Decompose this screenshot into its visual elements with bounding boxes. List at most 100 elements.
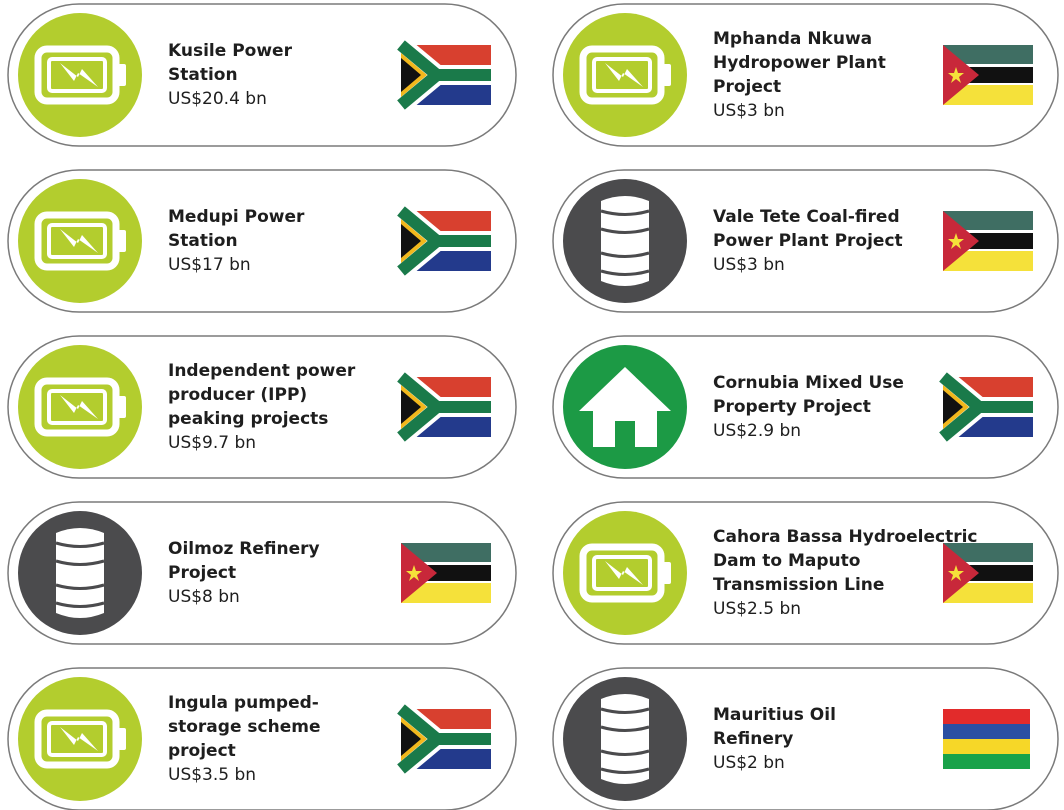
project-card: Mauritius Oil Refinery US$2 bn bbox=[552, 667, 1059, 810]
barrel-ridge bbox=[55, 601, 105, 608]
flag-green bbox=[397, 704, 491, 774]
barrel bbox=[56, 528, 104, 618]
project-name: project bbox=[168, 741, 236, 761]
project-name: storage scheme bbox=[168, 717, 320, 737]
battery-body bbox=[34, 377, 120, 437]
project-name: Cahora Bassa Hydroelectric bbox=[713, 527, 977, 547]
flag-yellow bbox=[943, 583, 1033, 603]
project-name: Ingula pumped- bbox=[168, 693, 319, 713]
project-name: Independent power bbox=[168, 361, 356, 381]
barrel-ridge bbox=[600, 707, 650, 714]
icon-circle bbox=[563, 511, 687, 635]
bolt bbox=[60, 727, 98, 751]
project-name: Refinery bbox=[713, 729, 793, 749]
flag-green bbox=[943, 543, 1033, 563]
bolt bbox=[60, 63, 98, 87]
battery-tip bbox=[118, 230, 126, 252]
flag-green bbox=[397, 206, 491, 276]
flag-yellow bbox=[401, 583, 491, 603]
barrel-ridge bbox=[600, 749, 650, 756]
project-name: Project bbox=[713, 77, 781, 97]
flag-yellow bbox=[943, 251, 1033, 271]
battery-body bbox=[34, 709, 120, 769]
battery-body bbox=[579, 543, 665, 603]
project-value: US$3 bn bbox=[713, 255, 785, 275]
card-outline bbox=[7, 3, 517, 147]
battery-body bbox=[34, 45, 120, 105]
project-value: US$20.4 bn bbox=[168, 89, 267, 109]
flag-green bbox=[939, 372, 1033, 442]
barrel-ridge bbox=[55, 559, 105, 566]
project-value: US$3.5 bn bbox=[168, 765, 256, 785]
barrel bbox=[601, 196, 649, 286]
barrel-ridge bbox=[600, 209, 650, 216]
project-name: Property Project bbox=[713, 397, 871, 417]
project-card: Ingula pumped-storage scheme project US$3.… bbox=[7, 667, 517, 810]
icon-circle bbox=[18, 345, 142, 469]
card-outline bbox=[552, 169, 1059, 313]
card-outline bbox=[552, 335, 1059, 479]
battery-inner bbox=[47, 223, 107, 259]
flag-star bbox=[948, 565, 964, 581]
project-name: Dam to Maputo bbox=[713, 551, 860, 571]
flag-green bbox=[397, 40, 491, 110]
project-card: Vale Tete Coal-fired Power Plant Project U… bbox=[552, 169, 1059, 313]
barrel bbox=[601, 694, 649, 784]
project-value: US$2.5 bn bbox=[713, 599, 801, 619]
battery-body bbox=[34, 211, 120, 271]
project-value: US$17 bn bbox=[168, 255, 251, 275]
flag-star bbox=[948, 233, 964, 249]
project-name: Station bbox=[168, 231, 238, 251]
project-name: Medupi Power bbox=[168, 207, 305, 227]
project-card: Oilmoz Refinery Project US$8 bn bbox=[7, 501, 517, 645]
project-name: Kusile Power bbox=[168, 41, 293, 61]
flag-stripe bbox=[943, 754, 1030, 769]
project-name: Cornubia Mixed Use bbox=[713, 373, 904, 393]
project-value: US$9.7 bn bbox=[168, 433, 256, 453]
project-name: producer (IPP) bbox=[168, 385, 307, 405]
project-value: US$3 bn bbox=[713, 101, 785, 121]
bolt bbox=[60, 229, 98, 253]
barrel-ridge bbox=[55, 583, 105, 590]
card-outline bbox=[552, 3, 1059, 147]
card-outline bbox=[7, 335, 517, 479]
project-value: US$2 bn bbox=[713, 753, 785, 773]
project-name: Mphanda Nkuwa bbox=[713, 29, 872, 49]
barrel-ridge bbox=[600, 269, 650, 276]
project-name: Hydropower Plant bbox=[713, 53, 886, 73]
barrel-ridge bbox=[600, 725, 650, 732]
barrel-ridge bbox=[600, 227, 650, 234]
battery-body bbox=[579, 45, 665, 105]
flag-black bbox=[401, 224, 421, 258]
project-name: Transmission Line bbox=[713, 575, 884, 595]
card-outline bbox=[552, 501, 1059, 645]
icon-circle bbox=[563, 13, 687, 137]
project-name: peaking projects bbox=[168, 409, 328, 429]
battery-tip bbox=[118, 64, 126, 86]
barrel-ridge bbox=[55, 541, 105, 548]
flag-stripe bbox=[943, 709, 1030, 724]
barrel-ridge bbox=[600, 767, 650, 774]
battery-tip bbox=[663, 64, 671, 86]
card-outline bbox=[552, 667, 1059, 810]
flag-stripe bbox=[943, 739, 1030, 754]
flag-green bbox=[397, 372, 491, 442]
battery-tip bbox=[663, 562, 671, 584]
project-value: US$2.9 bn bbox=[713, 421, 801, 441]
flag-star bbox=[406, 565, 422, 581]
icon-circle bbox=[18, 179, 142, 303]
flag-green bbox=[943, 45, 1033, 65]
project-name: Vale Tete Coal-fired bbox=[713, 207, 900, 227]
flag-black bbox=[401, 390, 421, 424]
project-name: Station bbox=[168, 65, 238, 85]
flag-black bbox=[943, 390, 963, 424]
project-card: Independent power producer (IPP) peaking p… bbox=[7, 335, 517, 479]
flag-star bbox=[948, 67, 964, 83]
project-card: Mphanda Nkuwa Hydropower Plant Project US$3… bbox=[552, 3, 1059, 147]
battery-tip bbox=[118, 728, 126, 750]
project-name: Mauritius Oil bbox=[713, 705, 836, 725]
battery-inner bbox=[592, 57, 652, 93]
barrel-ridge bbox=[600, 251, 650, 258]
battery-inner bbox=[47, 721, 107, 757]
card-outline bbox=[7, 169, 517, 313]
